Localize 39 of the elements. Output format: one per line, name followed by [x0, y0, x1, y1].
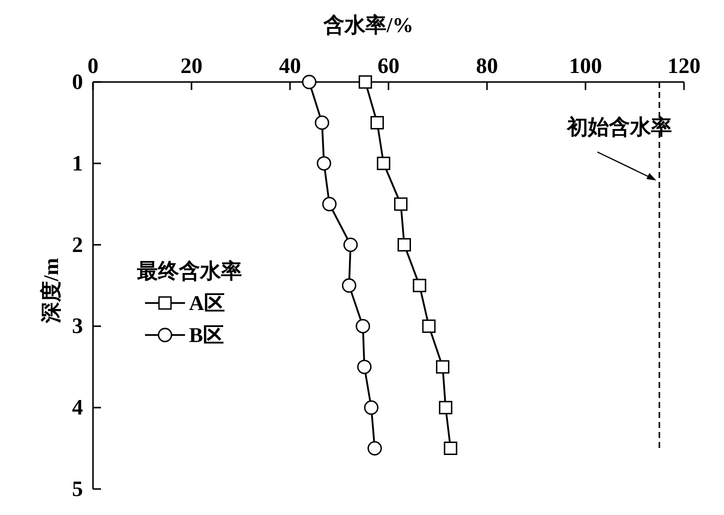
point — [394, 197, 408, 211]
x-tick-label: 0 — [88, 53, 98, 78]
point — [376, 156, 390, 170]
point — [342, 278, 356, 293]
x-tick-label: 120 — [668, 53, 700, 78]
ref-line-label: 初始含水率 — [566, 115, 672, 139]
y-tick-label: 5 — [72, 476, 83, 501]
point — [436, 360, 450, 374]
point — [356, 319, 370, 334]
x-tick-label: 20 — [180, 53, 202, 78]
y-tick-label: 2 — [72, 232, 83, 257]
point — [358, 75, 372, 89]
y-tick-label: 4 — [72, 394, 83, 420]
point — [302, 74, 316, 90]
y-tick-label: 1 — [72, 150, 83, 176]
x-tick-label: 100 — [569, 53, 602, 78]
legend-title: 最终含水率 — [136, 259, 242, 283]
point — [444, 442, 458, 455]
x-axis-title: 含水率/% — [322, 13, 414, 37]
legend-label: A区 — [189, 291, 226, 315]
point — [364, 400, 378, 415]
point — [316, 156, 332, 171]
x-tick-label: 40 — [279, 53, 301, 78]
point — [422, 320, 436, 333]
point — [438, 400, 452, 414]
x-tick-label: 80 — [476, 53, 498, 78]
y-tick-label: 3 — [72, 313, 83, 338]
y-tick-label: 0 — [72, 69, 83, 94]
point — [322, 196, 337, 212]
y-axis-title: 深度/m — [39, 257, 63, 324]
point — [370, 116, 384, 130]
point — [314, 116, 330, 130]
x-tick-label: 60 — [378, 53, 400, 78]
point — [368, 441, 382, 456]
point — [412, 278, 426, 292]
point — [343, 238, 358, 252]
point — [357, 360, 372, 374]
legend-label: B区 — [189, 323, 224, 347]
point — [398, 238, 411, 252]
